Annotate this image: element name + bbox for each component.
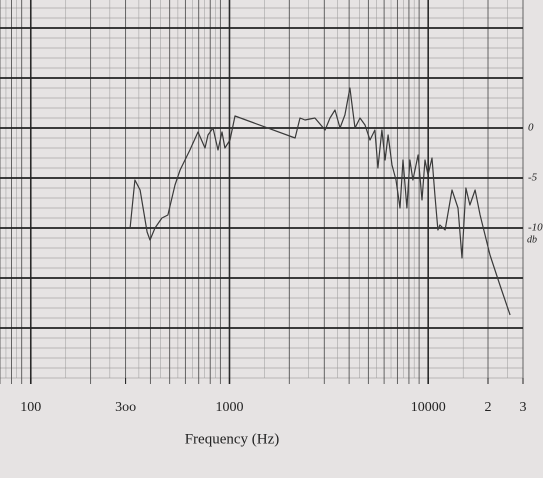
x-tick-label: 100 — [20, 400, 41, 415]
response-line — [129, 87, 511, 316]
x-tick-label: 3oo — [115, 400, 136, 415]
y-unit-label: db — [527, 234, 537, 245]
x-tick-label: 3 — [520, 400, 527, 415]
y-tick-label: -10 — [528, 222, 543, 234]
x-tick-label: 10000 — [411, 400, 446, 415]
x-tick-label: 1000 — [215, 400, 243, 415]
y-tick-label: 0 — [528, 122, 534, 134]
x-tick-label: 2 — [485, 400, 492, 415]
y-tick-label: -5 — [528, 172, 538, 184]
x-axis-label: Frequency (Hz) — [185, 431, 280, 447]
